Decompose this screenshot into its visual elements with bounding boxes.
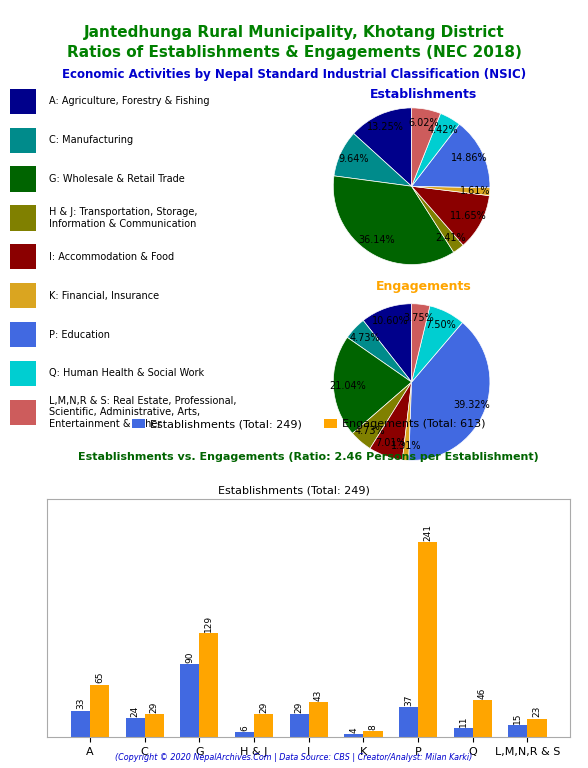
Text: 11.65%: 11.65% <box>450 211 487 221</box>
Text: 13.25%: 13.25% <box>367 122 404 133</box>
Bar <box>473 700 492 737</box>
Text: 14.86%: 14.86% <box>451 154 488 164</box>
Text: 23: 23 <box>533 706 542 717</box>
Text: 11: 11 <box>459 716 467 727</box>
Wedge shape <box>334 134 412 187</box>
Text: 29: 29 <box>295 701 303 713</box>
Text: 9.64%: 9.64% <box>338 154 369 164</box>
Text: Economic Activities by Nepal Standard Industrial Classification (NSIC): Economic Activities by Nepal Standard In… <box>62 68 526 81</box>
Text: 33: 33 <box>76 698 85 710</box>
Text: 90: 90 <box>185 652 194 664</box>
Wedge shape <box>412 187 489 245</box>
Bar <box>125 718 145 737</box>
Wedge shape <box>402 382 412 460</box>
FancyBboxPatch shape <box>11 167 36 192</box>
Text: 39.32%: 39.32% <box>453 400 490 410</box>
Text: 2.41%: 2.41% <box>435 233 466 243</box>
Text: (Copyright © 2020 NepalArchives.Com | Data Source: CBS | Creator/Analyst: Milan : (Copyright © 2020 NepalArchives.Com | Da… <box>115 753 473 762</box>
Bar <box>508 725 527 737</box>
Wedge shape <box>333 176 454 264</box>
Wedge shape <box>412 187 490 196</box>
Wedge shape <box>348 320 412 382</box>
Bar <box>90 684 109 737</box>
Text: Establishments: Establishments <box>370 88 477 101</box>
Text: 24: 24 <box>131 705 139 717</box>
Text: C: Manufacturing: C: Manufacturing <box>49 135 133 145</box>
FancyBboxPatch shape <box>11 399 36 425</box>
Text: Jantedhunga Rural Municipality, Khotang District: Jantedhunga Rural Municipality, Khotang … <box>83 25 505 40</box>
Text: 1.31%: 1.31% <box>392 441 422 451</box>
Text: 1.61%: 1.61% <box>460 186 491 196</box>
Bar <box>344 734 363 737</box>
Text: 15: 15 <box>513 713 522 724</box>
Text: 37: 37 <box>404 694 413 706</box>
Text: K: Financial, Insurance: K: Financial, Insurance <box>49 290 159 301</box>
Text: Q: Human Health & Social Work: Q: Human Health & Social Work <box>49 369 204 379</box>
Bar <box>254 713 273 737</box>
FancyBboxPatch shape <box>11 244 36 270</box>
Text: G: Wholesale & Retail Trade: G: Wholesale & Retail Trade <box>49 174 185 184</box>
Text: L,M,N,R & S: Real Estate, Professional,
Scientific, Administrative, Arts,
Entert: L,M,N,R & S: Real Estate, Professional, … <box>49 396 236 429</box>
Wedge shape <box>333 337 412 433</box>
Text: 129: 129 <box>205 614 213 631</box>
Text: 46: 46 <box>478 687 487 699</box>
Text: 241: 241 <box>423 524 432 541</box>
FancyBboxPatch shape <box>11 283 36 309</box>
Text: 4: 4 <box>349 727 358 733</box>
Text: 10.60%: 10.60% <box>372 316 409 326</box>
Text: 3.75%: 3.75% <box>404 313 435 323</box>
Bar <box>453 728 473 737</box>
Text: A: Agriculture, Forestry & Fishing: A: Agriculture, Forestry & Fishing <box>49 96 210 107</box>
Bar <box>180 664 199 737</box>
Text: 36.14%: 36.14% <box>359 235 395 246</box>
Text: I: Accommodation & Food: I: Accommodation & Food <box>49 252 174 262</box>
FancyBboxPatch shape <box>11 361 36 386</box>
Wedge shape <box>370 382 412 460</box>
Text: 29: 29 <box>259 701 268 713</box>
Text: 65: 65 <box>95 672 104 684</box>
Wedge shape <box>353 108 412 187</box>
Wedge shape <box>412 306 463 382</box>
FancyBboxPatch shape <box>11 89 36 114</box>
Text: 43: 43 <box>314 690 323 701</box>
Wedge shape <box>352 382 412 449</box>
Text: 4.73%: 4.73% <box>349 333 380 343</box>
Text: Establishments (Total: 249): Establishments (Total: 249) <box>218 485 370 495</box>
Wedge shape <box>412 187 463 253</box>
Text: 6.02%: 6.02% <box>408 118 439 128</box>
Text: 4.73%: 4.73% <box>355 426 385 436</box>
FancyBboxPatch shape <box>11 322 36 347</box>
Bar <box>418 542 437 737</box>
Wedge shape <box>412 108 440 187</box>
Text: 29: 29 <box>150 701 159 713</box>
Bar <box>199 633 219 737</box>
Text: H & J: Transportation, Storage,
Information & Communication: H & J: Transportation, Storage, Informat… <box>49 207 198 229</box>
FancyBboxPatch shape <box>11 127 36 153</box>
Text: Engagements: Engagements <box>376 280 471 293</box>
Bar <box>71 710 90 737</box>
Wedge shape <box>412 114 459 187</box>
Title: Establishments vs. Engagements (Ratio: 2.46 Persons per Establishment): Establishments vs. Engagements (Ratio: 2… <box>78 452 539 462</box>
Text: 7.01%: 7.01% <box>375 438 406 448</box>
Wedge shape <box>412 303 430 382</box>
Text: 7.50%: 7.50% <box>425 319 456 329</box>
Wedge shape <box>409 323 490 460</box>
Wedge shape <box>412 124 490 187</box>
Bar <box>145 713 164 737</box>
Text: 8: 8 <box>369 723 377 730</box>
Text: 21.04%: 21.04% <box>329 380 366 391</box>
Bar <box>399 707 418 737</box>
Text: P: Education: P: Education <box>49 329 110 339</box>
Bar <box>235 733 254 737</box>
Legend: Establishments (Total: 249), Engagements (Total: 613): Establishments (Total: 249), Engagements… <box>128 414 490 434</box>
FancyBboxPatch shape <box>11 205 36 230</box>
Text: 6: 6 <box>240 726 249 731</box>
Bar <box>363 731 383 737</box>
Bar <box>289 713 309 737</box>
Bar <box>527 719 547 737</box>
Bar <box>309 703 328 737</box>
Text: Ratios of Establishments & Engagements (NEC 2018): Ratios of Establishments & Engagements (… <box>66 45 522 60</box>
Wedge shape <box>363 303 412 382</box>
Text: 4.42%: 4.42% <box>428 125 459 135</box>
